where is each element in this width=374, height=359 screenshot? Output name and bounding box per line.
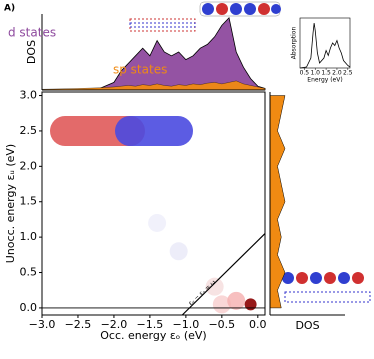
x-tick-label: −0.5 bbox=[208, 318, 235, 331]
x-tick-label: 2.0 bbox=[332, 70, 342, 77]
heat-spot bbox=[205, 277, 224, 296]
heat-spot bbox=[212, 295, 231, 314]
y-tick-label: 2.5 bbox=[20, 124, 38, 137]
x-tick-label: −3.0 bbox=[29, 318, 56, 331]
molecule-main bbox=[50, 116, 193, 146]
dos-area bbox=[41, 80, 266, 91]
x-axis-label: Occ. energy εₒ (eV) bbox=[100, 329, 206, 342]
dos-area bbox=[269, 95, 286, 309]
x-axis-label: Energy (eV) bbox=[307, 77, 342, 84]
x-tick-label: 0.5 bbox=[300, 70, 310, 77]
x-axis-label: DOS bbox=[295, 319, 319, 332]
heat-spot bbox=[148, 213, 167, 232]
heat-spot bbox=[227, 291, 246, 310]
heat-spot bbox=[244, 298, 257, 311]
y-tick-label: 0.5 bbox=[20, 266, 38, 279]
figure-label: A) bbox=[4, 4, 15, 14]
diagonal-line bbox=[181, 233, 266, 316]
x-tick-label: −2.0 bbox=[101, 318, 128, 331]
y-tick-label: 1.5 bbox=[20, 195, 38, 208]
molecule-top bbox=[129, 1, 281, 32]
y-tick-label: 0.0 bbox=[20, 301, 38, 314]
y-axis-label: DOS bbox=[25, 40, 38, 64]
dos-area bbox=[42, 16, 266, 91]
legend-entry: d states bbox=[8, 26, 56, 40]
x-tick-label: −1.5 bbox=[137, 318, 164, 331]
y-tick-label: 3.0 bbox=[20, 89, 38, 102]
molecule-right bbox=[282, 272, 371, 303]
x-tick-label: 0.0 bbox=[249, 318, 267, 331]
x-tick-label: 1.5 bbox=[321, 70, 331, 77]
frame bbox=[41, 91, 266, 316]
absorption-line bbox=[299, 22, 351, 69]
y-axis-label: Absorption bbox=[291, 27, 298, 60]
x-tick-label: −2.5 bbox=[65, 318, 92, 331]
y-axis-label: Unocc. energy εᵤ (eV) bbox=[4, 144, 17, 263]
y-tick-label: 2.0 bbox=[20, 159, 38, 172]
x-tick-label: 2.5 bbox=[343, 70, 353, 77]
inset-frame bbox=[299, 17, 351, 69]
y-tick-label: 1.0 bbox=[20, 230, 38, 243]
x-tick-label: 1.0 bbox=[310, 70, 320, 77]
x-tick-label: −1.0 bbox=[173, 318, 200, 331]
heat-spot bbox=[169, 242, 188, 261]
legend-entry: sp states bbox=[113, 63, 167, 77]
